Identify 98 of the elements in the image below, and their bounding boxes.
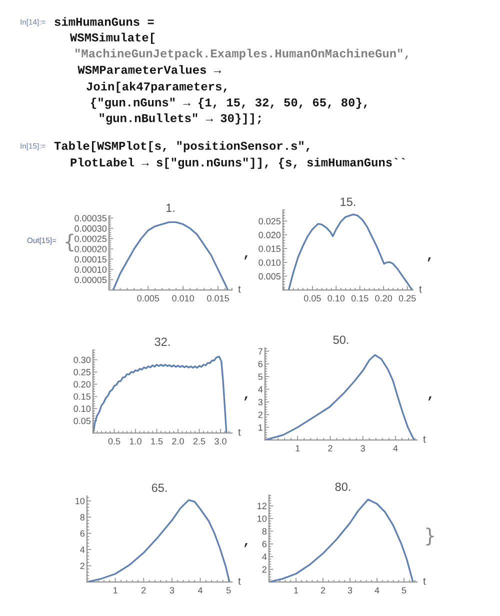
x-tick-label: 1 — [114, 587, 118, 594]
y-tick-label: 10 — [76, 498, 85, 504]
line-series — [288, 214, 413, 290]
x-tick-label: 3 — [360, 445, 365, 452]
x-axis-title: t — [238, 286, 241, 293]
x-axis-title: t — [238, 428, 241, 436]
y-tick-label: 4 — [80, 546, 85, 553]
x-tick-label: 0.015 — [207, 295, 229, 302]
y-tick-label: 0.015 — [258, 246, 281, 252]
text: PlotLabel → s["gun.nGuns"]], {s, simHumanGuns`` — [70, 158, 405, 169]
x-tick-label: 0.20 — [375, 295, 392, 302]
y-tick-label: 0.05 — [74, 418, 91, 424]
y-tick-label: 0.005 — [258, 273, 281, 280]
y-tick-label: 0.00035 — [74, 215, 107, 222]
y-tick-label: 2 — [262, 566, 266, 573]
text: WSMSimulate[ — [70, 32, 155, 44]
text: Join[ak47parameters, — [86, 82, 227, 93]
y-tick-label: 0.00025 — [74, 236, 107, 242]
y-tick-label: 0.00020 — [74, 246, 107, 252]
y-tick-label: 4 — [262, 554, 267, 560]
y-tick-label: 2 — [80, 562, 84, 570]
x-tick-label: 1.5 — [151, 438, 163, 444]
text: , — [428, 396, 432, 400]
x-axis-title: t — [419, 286, 422, 293]
chart-title: 32. — [154, 338, 170, 346]
y-tick-label: 6 — [262, 540, 267, 548]
line-series — [269, 498, 414, 582]
x-tick-label: 4 — [393, 445, 398, 452]
x-tick-label: 0.5 — [108, 438, 120, 444]
y-tick-label: 0.30 — [74, 356, 91, 364]
chart-title: 65. — [152, 484, 167, 492]
y-tick-label: 0.00010 — [74, 266, 107, 273]
x-tick-label: 2.0 — [172, 438, 184, 444]
x-tick-label: 0.15 — [351, 295, 368, 302]
text: simHumanGuns = — [54, 17, 154, 26]
chart-title: 80. — [335, 482, 350, 491]
x-tick-label: 2.5 — [193, 438, 206, 444]
x-tick-label: 3 — [348, 587, 352, 594]
chart-title: 50. — [333, 336, 348, 344]
x-tick-label: 0.10 — [328, 295, 345, 302]
text: "gun.nBullets" → 30}]]; — [100, 113, 261, 125]
x-tick-label: 2 — [328, 445, 332, 452]
y-tick-label: 6 — [80, 530, 85, 537]
chart-title: 1. — [166, 204, 174, 212]
y-tick-label: 12 — [258, 502, 266, 510]
y-tick-label: 0.010 — [258, 259, 281, 266]
y-tick-label: 0.25 — [74, 368, 91, 376]
x-tick-label: 2 — [142, 587, 146, 594]
text: , — [244, 543, 248, 548]
x-tick-label: 4 — [198, 587, 203, 594]
text: , — [428, 257, 431, 262]
x-tick-label: 5 — [226, 587, 231, 594]
y-tick-label: 0.00015 — [74, 256, 107, 263]
text: Table[WSMPlot[s, "positionSensor.s", — [54, 141, 310, 152]
x-axis-title: t — [423, 436, 426, 443]
x-tick-label: 3.0 — [214, 438, 226, 444]
x-axis-title: t — [423, 578, 426, 585]
y-tick-label: 10 — [258, 515, 267, 522]
x-tick-label: 1.0 — [130, 438, 142, 444]
y-tick-label: 8 — [80, 514, 85, 520]
x-tick-label: 0.005 — [137, 295, 160, 302]
x-tick-label: 0.010 — [172, 295, 194, 302]
y-tick-label: 1 — [258, 424, 262, 431]
y-tick-label: 0.15 — [74, 393, 91, 400]
line-series — [87, 499, 230, 582]
text: } — [426, 528, 434, 546]
y-tick-label: 0.00005 — [74, 276, 107, 284]
x-tick-label: 2 — [320, 587, 326, 594]
y-tick-label: 5 — [258, 374, 263, 380]
y-tick-label: 7 — [258, 348, 262, 354]
x-tick-label: 1 — [294, 587, 298, 594]
text: WSMParameterValues → — [78, 65, 222, 74]
line-series — [265, 354, 415, 440]
text: "MachineGunJetpack.Examples.HumanOnMachineGun", — [75, 48, 408, 60]
x-tick-label: 3 — [170, 587, 174, 594]
y-tick-label: 0.20 — [74, 381, 91, 388]
x-axis-title: t — [238, 578, 241, 585]
x-tick-label: 5 — [402, 587, 406, 594]
x-tick-label: 0.05 — [304, 295, 321, 302]
y-tick-label: 6 — [258, 360, 263, 368]
y-tick-label: 0.00030 — [74, 225, 107, 232]
y-tick-label: 0.025 — [258, 218, 281, 224]
line-series — [112, 221, 229, 290]
line-series — [93, 356, 228, 433]
x-tick-label: 4 — [374, 587, 380, 594]
y-tick-label: 0.020 — [258, 232, 281, 238]
x-tick-label: 0.25 — [398, 295, 416, 302]
text: { — [66, 234, 74, 252]
text: {"gun.nGuns" → {1, 15, 32, 50, 65, 80}, — [91, 98, 367, 109]
y-tick-label: 8 — [262, 528, 267, 535]
y-tick-label: 4 — [258, 386, 263, 393]
y-tick-label: 2 — [258, 412, 262, 418]
chart-title: 15. — [340, 198, 356, 206]
x-tick-label: 1 — [296, 445, 300, 452]
text: , — [244, 396, 248, 400]
text: , — [244, 255, 248, 260]
y-tick-label: 0.10 — [74, 406, 91, 412]
y-tick-label: 3 — [258, 398, 263, 406]
